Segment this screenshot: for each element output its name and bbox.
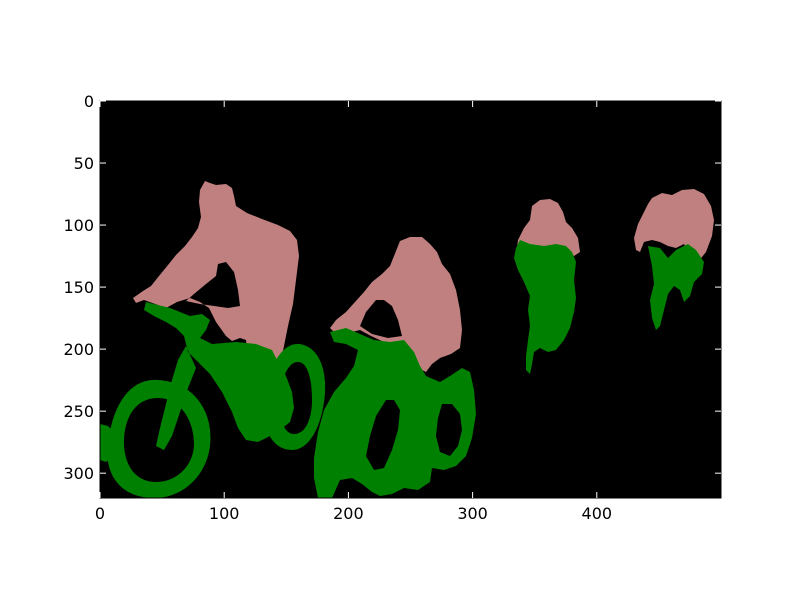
y-tick-label: 300 [63,464,94,483]
axes: 0 100 200 300 400 0 50 100 150 200 250 300 [63,92,722,523]
y-tick-label: 50 [74,154,94,173]
bicycle-mask-1-front-wheel [263,343,326,450]
bicycle-mask-1-frame [144,302,294,450]
axes-frame [99,100,722,499]
bicycle-mask-1-rear-wheel [107,379,211,499]
y-tick-label: 250 [63,402,94,421]
bicycle-mask-4 [648,244,704,330]
x-axis-ticks: 0 100 200 300 400 [95,101,612,523]
x-tick-label: 300 [457,504,488,523]
y-axis-ticks: 0 50 100 150 200 250 300 [63,92,721,483]
y-tick-label: 150 [63,278,94,297]
y-tick-label: 100 [63,216,94,235]
y-tick-label: 0 [84,92,94,111]
x-tick-label: 100 [209,504,240,523]
y-tick-label: 200 [63,340,94,359]
bicycle-mask-1-left-fragment [100,424,116,462]
person-mask-4 [634,189,714,262]
x-tick-label: 0 [95,504,105,523]
bicycle-mask-3 [514,240,576,374]
x-tick-label: 200 [333,504,364,523]
x-tick-label: 400 [582,504,613,523]
person-mask-2 [330,237,462,372]
person-mask-3 [516,199,580,256]
bicycle-mask-2 [314,328,476,498]
bicycle-masks [100,240,704,499]
